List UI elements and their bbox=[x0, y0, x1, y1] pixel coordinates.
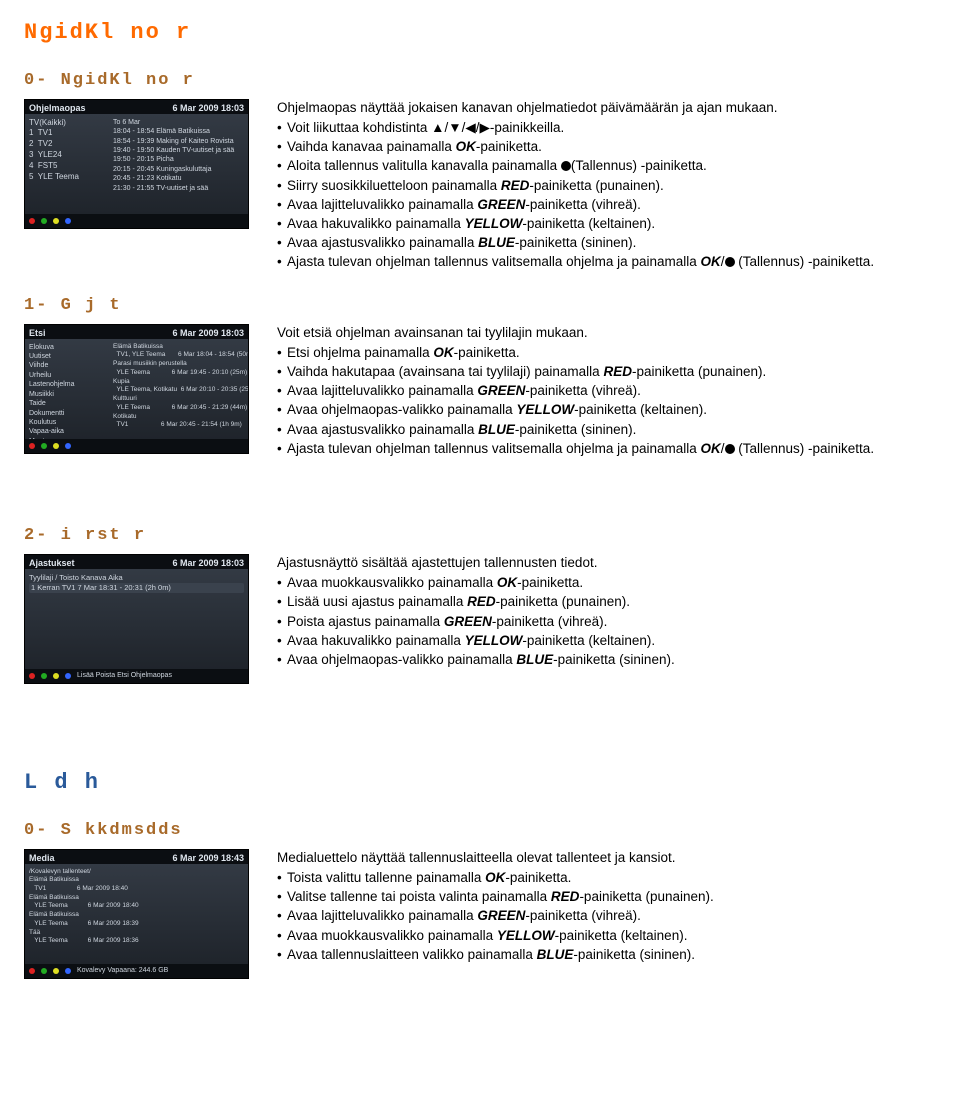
section-3-text: Medialuettelo näyttää tallennuslaitteell… bbox=[277, 849, 936, 979]
green-dot-icon bbox=[41, 673, 47, 679]
bullet: Avaa lajitteluvalikko painamalla GREEN-p… bbox=[277, 907, 936, 925]
bullet: Avaa ohjelmaopas-valikko painamalla BLUE… bbox=[277, 651, 936, 669]
green-dot-icon bbox=[41, 218, 47, 224]
intro-3: Medialuettelo näyttää tallennuslaitteell… bbox=[277, 849, 936, 867]
bullet: Voit liikuttaa kohdistinta ▲/▼/◀/▶-paini… bbox=[277, 119, 936, 137]
yellow-dot-icon bbox=[53, 443, 59, 449]
thumb-footer: Kovalevy Vapaana: 244.6 GB bbox=[77, 966, 168, 975]
yellow-dot-icon bbox=[53, 673, 59, 679]
thumb-programmes: To 6 Mar 18:04 - 18:54 Elämä Batikuissa … bbox=[113, 118, 244, 210]
bullet: Avaa hakuvalikko painamalla YELLOW-paini… bbox=[277, 215, 936, 233]
section-0: Ohjelmaopas 6 Mar 2009 18:03 TV(Kaikki) … bbox=[24, 99, 936, 273]
bullet: Vaihda kanavaa painamalla OK-painiketta. bbox=[277, 138, 936, 156]
intro-1: Voit etsiä ohjelman avainsanan tai tyyli… bbox=[277, 324, 936, 342]
red-dot-icon bbox=[29, 218, 35, 224]
section-1-text: Voit etsiä ohjelman avainsanan tai tyyli… bbox=[277, 324, 936, 460]
thumb-date: 6 Mar 2009 18:03 bbox=[172, 327, 244, 337]
section-0-text: Ohjelmaopas näyttää jokaisen kanavan ohj… bbox=[277, 99, 936, 273]
section-1: Etsi 6 Mar 2009 18:03 Elokuva Uutiset Vi… bbox=[24, 324, 936, 460]
record-icon bbox=[561, 161, 571, 171]
thumb-title: Media bbox=[29, 852, 55, 862]
bullet: Ajasta tulevan ohjelman tallennus valits… bbox=[277, 253, 936, 271]
section-heading-2: 2- i rst r bbox=[24, 525, 936, 548]
screenshot-timers: Ajastukset 6 Mar 2009 18:03 Tyylilaji / … bbox=[24, 554, 249, 684]
section-2-text: Ajastusnäyttö sisältää ajastettujen tall… bbox=[277, 554, 936, 684]
bullet: Avaa muokkausvalikko painamalla OK-paini… bbox=[277, 574, 936, 592]
bullet: Ajasta tulevan ohjelman tallennus valits… bbox=[277, 440, 936, 458]
intro-2: Ajastusnäyttö sisältää ajastettujen tall… bbox=[277, 554, 936, 572]
thumb-title: Ohjelmaopas bbox=[29, 102, 86, 112]
bullet: Avaa ohjelmaopas-valikko painamalla YELL… bbox=[277, 401, 936, 419]
red-dot-icon bbox=[29, 673, 35, 679]
thumb-date: 6 Mar 2009 18:03 bbox=[172, 102, 244, 112]
section-3: Media 6 Mar 2009 18:43 /Kovalevyn tallen… bbox=[24, 849, 936, 979]
red-dot-icon bbox=[29, 443, 35, 449]
record-icon bbox=[725, 444, 735, 454]
red-dot-icon bbox=[29, 968, 35, 974]
bullet: Toista valittu tallenne painamalla OK-pa… bbox=[277, 869, 936, 887]
screenshot-epg: Ohjelmaopas 6 Mar 2009 18:03 TV(Kaikki) … bbox=[24, 99, 249, 229]
section-heading-0: 0- NgidKl no r bbox=[24, 70, 936, 93]
blue-dot-icon bbox=[65, 218, 71, 224]
green-dot-icon bbox=[41, 968, 47, 974]
bullet: Siirry suosikkiluetteloon painamalla RED… bbox=[277, 177, 936, 195]
blue-dot-icon bbox=[65, 673, 71, 679]
section-heading-3: 0- S kkdmsdds bbox=[24, 820, 936, 843]
thumb-title: Ajastukset bbox=[29, 557, 75, 567]
bullet: Etsi ohjelma painamalla OK-painiketta. bbox=[277, 344, 936, 362]
section-2: Ajastukset 6 Mar 2009 18:03 Tyylilaji / … bbox=[24, 554, 936, 684]
blue-dot-icon bbox=[65, 968, 71, 974]
bullet: Lisää uusi ajastus painamalla RED-painik… bbox=[277, 593, 936, 611]
screenshot-search: Etsi 6 Mar 2009 18:03 Elokuva Uutiset Vi… bbox=[24, 324, 249, 454]
bullet: Vaihda hakutapaa (avainsana tai tyylilaj… bbox=[277, 363, 936, 381]
bullet: Aloita tallennus valitulla kanavalla pai… bbox=[277, 157, 936, 175]
bullet: Avaa muokkausvalikko painamalla YELLOW-p… bbox=[277, 927, 936, 945]
green-dot-icon bbox=[41, 443, 47, 449]
thumb-rows: Elämä Batikuissa TV1 6 Mar 2009 18:40 El… bbox=[29, 876, 244, 946]
section-heading-1: 1- G j t bbox=[24, 295, 936, 318]
screenshot-media: Media 6 Mar 2009 18:43 /Kovalevyn tallen… bbox=[24, 849, 249, 979]
thumb-channels: TV(Kaikki) 1 TV1 2 TV2 3 YLE24 4 FST5 5 … bbox=[29, 118, 107, 210]
thumb-legend: Lisää Poista Etsi Ohjelmaopas bbox=[77, 671, 172, 680]
bullet: Avaa ajastusvalikko painamalla BLUE-pain… bbox=[277, 421, 936, 439]
bullet: Valitse tallenne tai poista valinta pain… bbox=[277, 888, 936, 906]
yellow-dot-icon bbox=[53, 968, 59, 974]
bullet: Avaa lajitteluvalikko painamalla GREEN-p… bbox=[277, 382, 936, 400]
bullet: Avaa lajitteluvalikko painamalla GREEN-p… bbox=[277, 196, 936, 214]
thumb-subtitle: /Kovalevyn tallenteet/ bbox=[29, 868, 244, 876]
yellow-dot-icon bbox=[53, 218, 59, 224]
bullet: Avaa hakuvalikko painamalla YELLOW-paini… bbox=[277, 632, 936, 650]
page-title-guide: NgidKl no r bbox=[24, 18, 936, 48]
record-icon bbox=[725, 257, 735, 267]
bullet: Poista ajastus painamalla GREEN-painiket… bbox=[277, 613, 936, 631]
intro-0: Ohjelmaopas näyttää jokaisen kanavan ohj… bbox=[277, 99, 936, 117]
thumb-header-row: Tyylilaji / Toisto Kanava Aika bbox=[29, 573, 244, 583]
thumb-date: 6 Mar 2009 18:03 bbox=[172, 557, 244, 567]
thumb-categories: Elokuva Uutiset Viihde Urheilu Lastenohj… bbox=[29, 343, 107, 435]
page-title-media: L d h bbox=[24, 768, 936, 798]
thumb-date: 6 Mar 2009 18:43 bbox=[172, 852, 244, 862]
thumb-row: 1 Kerran TV1 7 Mar 18:31 - 20:31 (2h 0m) bbox=[29, 583, 244, 593]
bullet: Avaa ajastusvalikko painamalla BLUE-pain… bbox=[277, 234, 936, 252]
thumb-title: Etsi bbox=[29, 327, 46, 337]
bullet: Avaa tallennuslaitteen valikko painamall… bbox=[277, 946, 936, 964]
blue-dot-icon bbox=[65, 443, 71, 449]
thumb-results: Elämä Batikuissa TV1, YLE Teema 6 Mar 18… bbox=[113, 343, 249, 435]
